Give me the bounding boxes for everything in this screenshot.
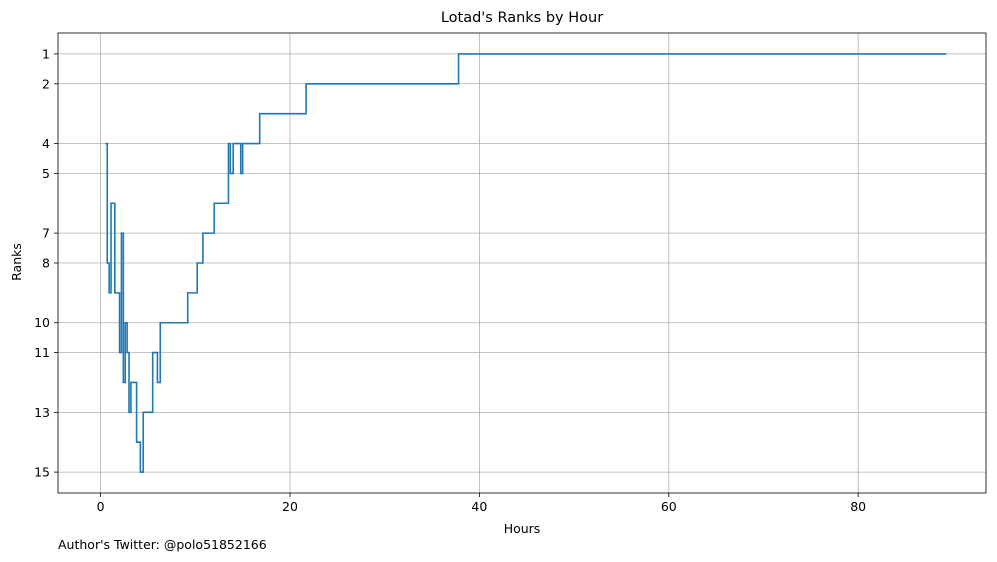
y-tick-label: 7 <box>42 226 50 241</box>
y-tick-label: 10 <box>34 315 50 330</box>
ticks: 0 20 40 60 80 1 2 4 5 7 8 10 11 13 15 <box>34 46 866 514</box>
y-tick-label: 5 <box>42 166 50 181</box>
rank-step-line <box>105 53 947 473</box>
y-tick-label: 11 <box>34 345 50 360</box>
y-tick-label: 1 <box>42 46 50 61</box>
series-layer <box>105 53 947 473</box>
y-tick-label: 13 <box>34 405 50 420</box>
x-tick-label: 60 <box>661 499 677 514</box>
y-axis-label: Ranks <box>9 243 24 281</box>
y-tick-label: 2 <box>42 76 50 91</box>
x-tick-label: 80 <box>850 499 866 514</box>
chart-title: Lotad's Ranks by Hour <box>441 10 603 26</box>
y-tick-label: 4 <box>42 136 50 151</box>
x-tick-label: 0 <box>97 499 105 514</box>
x-tick-label: 20 <box>282 499 298 514</box>
x-tick-label: 40 <box>471 499 487 514</box>
author-twitter-footnote: Author's Twitter: @polo51852166 <box>58 537 267 552</box>
y-tick-label: 15 <box>34 465 50 480</box>
y-tick-label: 8 <box>42 256 50 271</box>
x-axis-label: Hours <box>504 521 541 536</box>
